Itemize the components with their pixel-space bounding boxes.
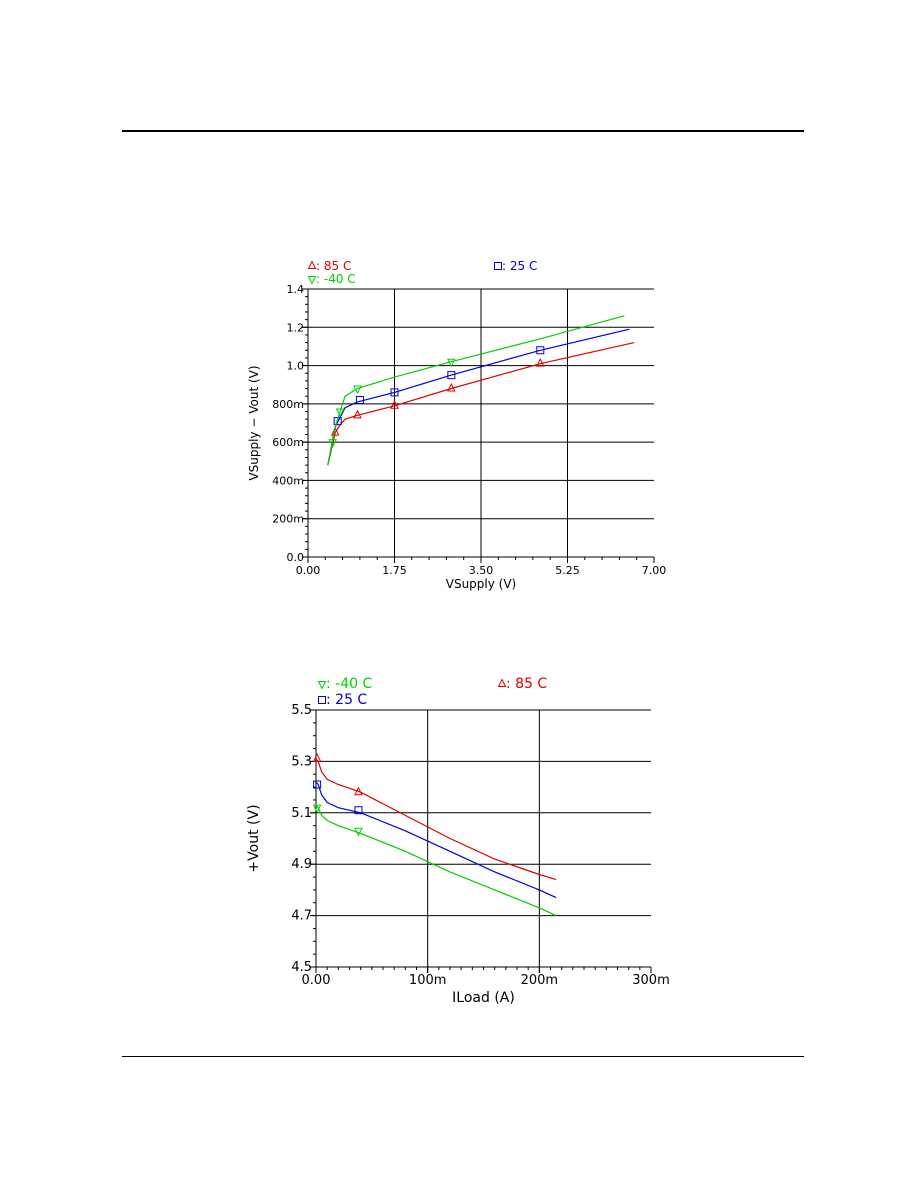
chart1-legend-marker (307, 260, 317, 269)
chart1-series-marker (447, 382, 456, 392)
chart2-legend-label: : 25 C (326, 692, 367, 708)
chart1-series-line (327, 342, 635, 466)
chart2-y-tick-label: 5.3 (291, 754, 312, 769)
chart1-x-axis-label: VSupply (V) (446, 577, 517, 591)
chart1-legend-marker (307, 276, 317, 285)
chart2-series-marker (354, 827, 363, 837)
chart2-legend-marker (497, 678, 507, 687)
chart2-legend-marker (317, 681, 327, 690)
chart2-x-tick-label: 100m (409, 973, 446, 988)
chart1-x-tick-label: 7.00 (642, 564, 667, 577)
chart2-y-tick-label: 4.9 (291, 857, 312, 872)
chart2-series-line (315, 804, 557, 917)
chart1-series-marker (536, 346, 545, 355)
chart1-series-marker (447, 358, 456, 368)
chart1-y-tick-label: 400m (272, 474, 304, 487)
chart1-y-tick-label: 0.0 (287, 551, 305, 564)
chart1-x-tick-label: 1.75 (382, 564, 407, 577)
chart1-y-tick-label: 1.0 (287, 360, 305, 373)
chart1-legend-marker (494, 262, 502, 270)
chart1-y-tick-label: 1.2 (287, 321, 305, 334)
bottom-rule (122, 1056, 804, 1057)
chart2-x-axis-label: ILoad (A) (452, 990, 515, 1006)
chart1-x-tick-label: 5.25 (555, 564, 580, 577)
chart1-series-marker (353, 385, 362, 395)
chart1-series-marker (328, 439, 338, 448)
chart2-series-marker (312, 804, 322, 814)
chart1-series-marker (447, 371, 456, 380)
chart1-legend-label: : -40 C (316, 272, 356, 286)
chart1-series-line (327, 328, 630, 466)
chart2-legend-label: : -40 C (326, 676, 372, 692)
chart2-x-tick-label: 200m (521, 973, 558, 988)
chart2-y-tick-label: 5.5 (291, 703, 312, 718)
chart1-legend-label: : 85 C (316, 259, 351, 273)
chart1-series-marker (390, 400, 399, 409)
chart1-series-marker (390, 388, 399, 397)
chart2-legend-marker (318, 696, 326, 704)
chart1-series-marker (330, 426, 340, 436)
chart1-y-tick-label: 600m (272, 436, 304, 449)
chart1-series-marker (355, 396, 364, 405)
chart2-y-tick-label: 4.5 (291, 960, 312, 975)
chart2-series-line (315, 758, 557, 881)
chart2-y-tick-label: 5.1 (291, 806, 312, 821)
chart1-series-marker (353, 409, 362, 419)
chart1-x-tick-label: 3.50 (469, 564, 494, 577)
chart2-series-marker (354, 806, 363, 815)
chart2-series-line (315, 781, 557, 899)
chart2-y-tick-label: 4.7 (291, 909, 312, 924)
chart2-series-marker (354, 786, 363, 796)
chart2-x-tick-label: 0.00 (302, 973, 331, 988)
top-rule (122, 130, 804, 132)
chart1-series-line (327, 315, 625, 466)
chart2-x-tick-label: 300m (632, 973, 669, 988)
chart1-y-tick-label: 200m (272, 513, 304, 526)
chart1-y-tick-label: 1.4 (287, 283, 305, 296)
chart2-y-axis-label: +Vout (V) (246, 804, 262, 872)
chart2-legend-label: : 85 C (506, 676, 547, 692)
chart1-x-tick-label: 0.00 (296, 564, 321, 577)
chart1-legend-label: : 25 C (502, 259, 537, 273)
chart2-series-marker (312, 753, 322, 762)
chart2-series-marker (313, 780, 322, 789)
chart1-series-marker (536, 358, 545, 367)
chart1-y-axis-label: VSupply − Vout (V) (247, 365, 261, 480)
chart1-y-tick-label: 800m (272, 398, 304, 411)
chart1-series-marker (335, 408, 345, 418)
